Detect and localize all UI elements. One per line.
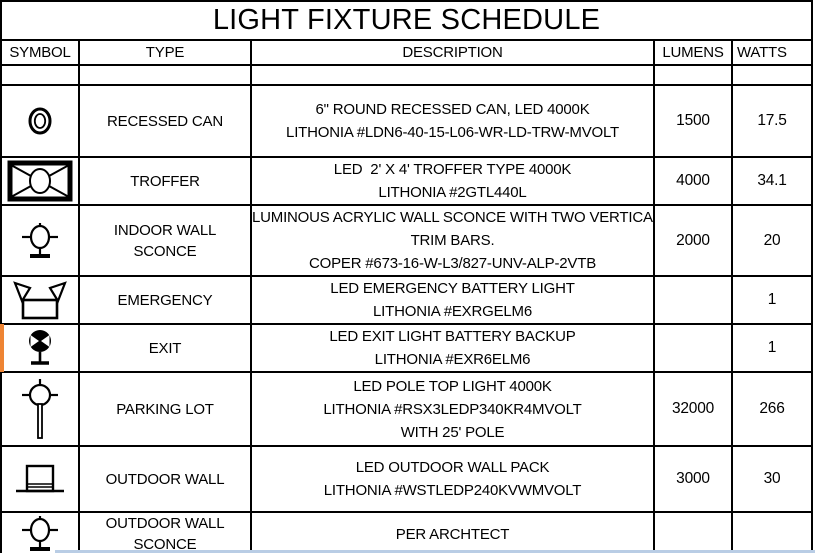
wall-sconce-symbol (22, 516, 58, 551)
wall-sconce-symbol (22, 222, 58, 258)
symbol-cell (0, 511, 80, 553)
lumens-cell: 32000 (653, 371, 733, 447)
type-cell: EMERGENCY (78, 275, 252, 325)
description-cell: LED OUTDOOR WALL PACK LITHONIA #WSTLEDP24… (250, 445, 655, 513)
watts-cell: 34.1 (730, 156, 814, 206)
pole-light-symbol (22, 379, 58, 439)
description-cell: LED 2' X 4' TROFFER TYPE 4000K LITHONIA #… (250, 156, 655, 206)
table-row: PARKING LOT LED POLE TOP LIGHT 4000K LITH… (0, 371, 814, 447)
lumens-cell (653, 275, 733, 325)
type-cell: TROFFER (78, 156, 252, 206)
description-cell: PER ARCHTECT (250, 511, 655, 553)
lumens-cell (653, 511, 733, 553)
recessed-can-symbol (28, 107, 52, 135)
symbol-cell (0, 64, 80, 86)
description-cell (250, 64, 655, 86)
emergency-symbol (13, 281, 67, 320)
description-cell: LED EXIT LIGHT BATTERY BACKUP LITHONIA #E… (250, 323, 655, 373)
lumens-cell: 4000 (653, 156, 733, 206)
table-row (0, 64, 814, 86)
type-cell: PARKING LOT (78, 371, 252, 447)
table-row: RECESSED CAN 6" ROUND RECESSED CAN, LED … (0, 84, 814, 158)
description-cell: LED POLE TOP LIGHT 4000K LITHONIA #RSX3LE… (250, 371, 655, 447)
column-header-symbol: SYMBOL (0, 39, 80, 66)
watts-cell (730, 64, 814, 86)
table-row: TROFFER LED 2' X 4' TROFFER TYPE 4000K LI… (0, 156, 814, 206)
exit-row-left-highlight (0, 324, 4, 372)
table-row: OUTDOOR WALL LED OUTDOOR WALL PACK LITHON… (0, 445, 814, 513)
type-cell: RECESSED CAN (78, 84, 252, 158)
watts-cell: 17.5 (730, 84, 814, 158)
type-cell: INDOOR WALL SCONCE (78, 204, 252, 277)
lumens-cell: 3000 (653, 445, 733, 513)
column-header-description: DESCRIPTION (250, 39, 655, 66)
type-cell: OUTDOOR WALL (78, 445, 252, 513)
table-row: EMERGENCY LED EMERGENCY BATTERY LIGHT LIT… (0, 275, 814, 325)
lumens-cell: 2000 (653, 204, 733, 277)
schedule-title: LIGHT FIXTURE SCHEDULE (0, 0, 814, 41)
watts-cell: 1 (730, 275, 814, 325)
table-row: OUTDOOR WALL SCONCE PER ARCHTECT (0, 511, 814, 553)
lumens-cell (653, 323, 733, 373)
symbol-cell (0, 445, 80, 513)
symbol-cell (0, 156, 80, 206)
description-cell: LED EMERGENCY BATTERY LIGHT LITHONIA #EXR… (250, 275, 655, 325)
wall-pack-symbol (16, 464, 64, 493)
column-header-type: TYPE (78, 39, 252, 66)
schedule-body: RECESSED CAN 6" ROUND RECESSED CAN, LED … (0, 64, 814, 553)
watts-cell: 266 (730, 371, 814, 447)
lumens-cell: 1500 (653, 84, 733, 158)
table-row: EXIT LED EXIT LIGHT BATTERY BACKUP LITHON… (0, 323, 814, 373)
type-cell (78, 64, 252, 86)
watts-cell: 30 (730, 445, 814, 513)
watts-cell: 20 (730, 204, 814, 277)
watts-cell: 1 (730, 323, 814, 373)
symbol-cell (0, 204, 80, 277)
type-cell: OUTDOOR WALL SCONCE (78, 511, 252, 553)
exit-symbol (29, 330, 51, 365)
column-header-lumens: LUMENS (653, 39, 733, 66)
type-cell: EXIT (78, 323, 252, 373)
troffer-symbol (7, 160, 73, 202)
description-cell: 6" ROUND RECESSED CAN, LED 4000K LITHONIA… (250, 84, 655, 158)
description-cell: LUMINOUS ACRYLIC WALL SCONCE WITH TWO VE… (250, 204, 655, 277)
bottom-edge-artifact (55, 550, 815, 553)
column-header-row: SYMBOL TYPE DESCRIPTION LUMENS WATTS (0, 39, 814, 66)
watts-cell (730, 511, 814, 553)
symbol-cell (0, 371, 80, 447)
symbol-cell (0, 275, 80, 325)
symbol-cell (0, 323, 80, 373)
symbol-cell (0, 84, 80, 158)
table-row: INDOOR WALL SCONCE LUMINOUS ACRYLIC WALL … (0, 204, 814, 277)
column-header-watts: WATTS (730, 39, 814, 66)
lumens-cell (653, 64, 733, 86)
